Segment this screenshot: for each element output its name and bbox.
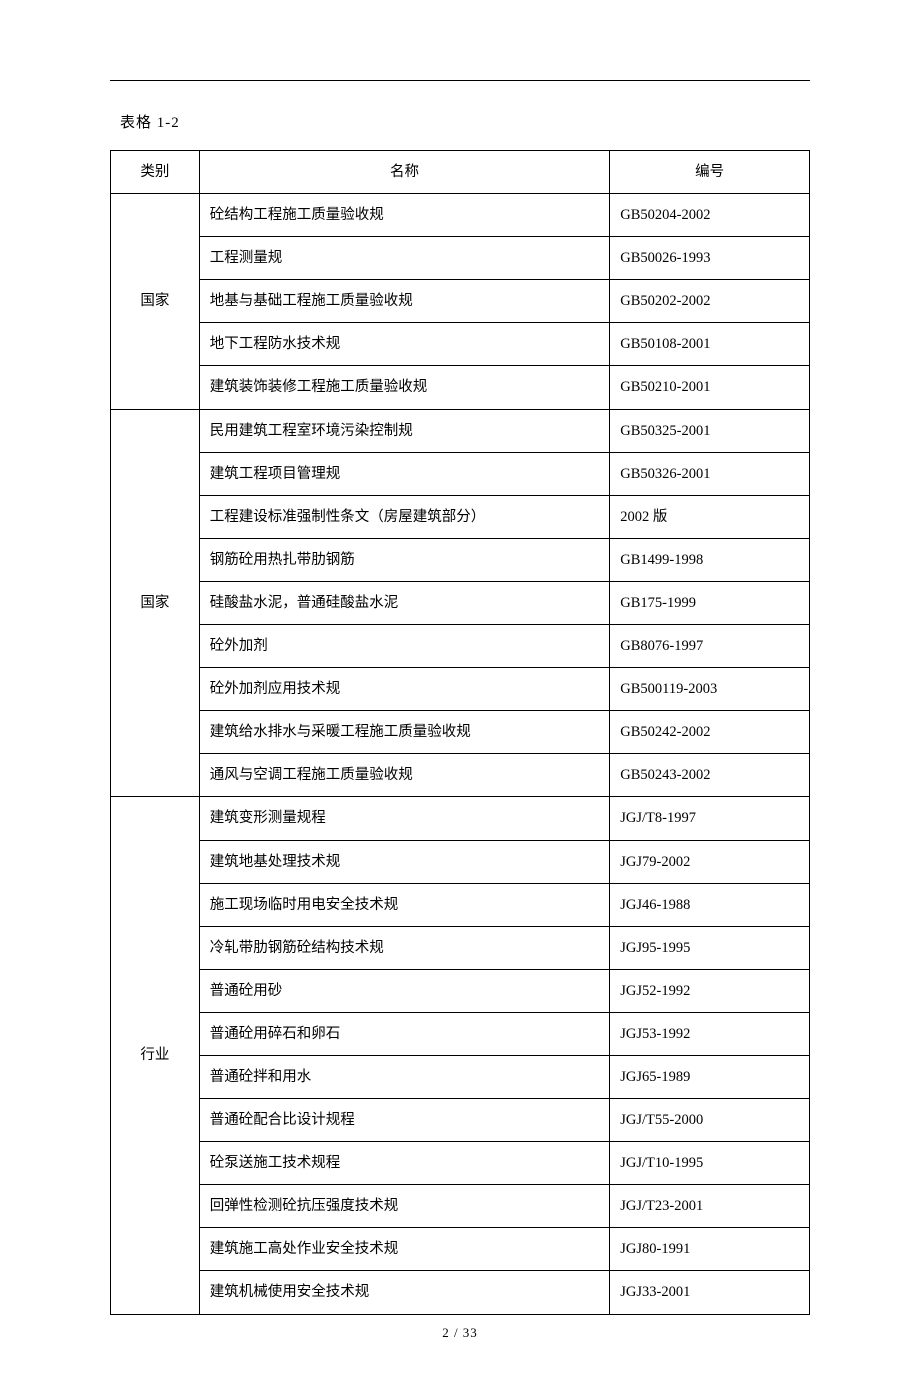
table-row: 普通砼拌和用水JGJ65-1989: [111, 1055, 810, 1098]
table-row: 国家砼结构工程施工质量验收规GB50204-2002: [111, 194, 810, 237]
category-cell: 国家: [111, 409, 200, 797]
table-row: 工程建设标准强制性条文（房屋建筑部分）2002 版: [111, 495, 810, 538]
name-cell: 钢筋砼用热扎带肋钢筋: [199, 538, 610, 581]
code-cell: JGJ65-1989: [610, 1055, 810, 1098]
table-row: 普通砼用砂JGJ52-1992: [111, 969, 810, 1012]
code-cell: GB175-1999: [610, 581, 810, 624]
table-row: 施工现场临时用电安全技术规JGJ46-1988: [111, 883, 810, 926]
table-caption: 表格 1-2: [120, 111, 810, 132]
table-row: 砼泵送施工技术规程JGJ/T10-1995: [111, 1142, 810, 1185]
name-cell: 建筑工程项目管理规: [199, 452, 610, 495]
code-cell: GB50202-2002: [610, 280, 810, 323]
table-row: 冷轧带肋钢筋砼结构技术规JGJ95-1995: [111, 926, 810, 969]
name-cell: 砼外加剂: [199, 625, 610, 668]
table-row: 建筑机械使用安全技术规JGJ33-2001: [111, 1271, 810, 1314]
name-cell: 普通砼用碎石和卵石: [199, 1012, 610, 1055]
code-cell: GB50026-1993: [610, 237, 810, 280]
name-cell: 砼外加剂应用技术规: [199, 668, 610, 711]
name-cell: 普通砼拌和用水: [199, 1055, 610, 1098]
table-row: 建筑地基处理技术规JGJ79-2002: [111, 840, 810, 883]
table-row: 国家民用建筑工程室环境污染控制规GB50325-2001: [111, 409, 810, 452]
code-cell: JGJ80-1991: [610, 1228, 810, 1271]
header-divider: [110, 80, 810, 81]
name-cell: 施工现场临时用电安全技术规: [199, 883, 610, 926]
table-row: 钢筋砼用热扎带肋钢筋GB1499-1998: [111, 538, 810, 581]
code-cell: GB50325-2001: [610, 409, 810, 452]
name-cell: 建筑地基处理技术规: [199, 840, 610, 883]
header-category: 类别: [111, 151, 200, 194]
code-cell: JGJ/T10-1995: [610, 1142, 810, 1185]
name-cell: 建筑变形测量规程: [199, 797, 610, 840]
table-row: 回弹性检测砼抗压强度技术规JGJ/T23-2001: [111, 1185, 810, 1228]
table-row: 普通砼用碎石和卵石JGJ53-1992: [111, 1012, 810, 1055]
standards-table: 类别 名称 编号 国家砼结构工程施工质量验收规GB50204-2002工程测量规…: [110, 150, 810, 1315]
code-cell: GB50243-2002: [610, 754, 810, 797]
name-cell: 建筑装饰装修工程施工质量验收规: [199, 366, 610, 409]
code-cell: 2002 版: [610, 495, 810, 538]
name-cell: 地基与基础工程施工质量验收规: [199, 280, 610, 323]
name-cell: 工程建设标准强制性条文（房屋建筑部分）: [199, 495, 610, 538]
name-cell: 普通砼用砂: [199, 969, 610, 1012]
name-cell: 回弹性检测砼抗压强度技术规: [199, 1185, 610, 1228]
name-cell: 硅酸盐水泥，普通硅酸盐水泥: [199, 581, 610, 624]
table-row: 建筑工程项目管理规GB50326-2001: [111, 452, 810, 495]
table-row: 砼外加剂GB8076-1997: [111, 625, 810, 668]
code-cell: GB50204-2002: [610, 194, 810, 237]
name-cell: 建筑施工高处作业安全技术规: [199, 1228, 610, 1271]
category-cell: 国家: [111, 194, 200, 409]
table-row: 通风与空调工程施工质量验收规GB50243-2002: [111, 754, 810, 797]
table-row: 建筑给水排水与采暖工程施工质量验收规GB50242-2002: [111, 711, 810, 754]
table-header-row: 类别 名称 编号: [111, 151, 810, 194]
code-cell: GB50326-2001: [610, 452, 810, 495]
code-cell: JGJ95-1995: [610, 926, 810, 969]
table-row: 建筑施工高处作业安全技术规JGJ80-1991: [111, 1228, 810, 1271]
category-cell: 行业: [111, 797, 200, 1314]
name-cell: 普通砼配合比设计规程: [199, 1099, 610, 1142]
table-row: 地基与基础工程施工质量验收规GB50202-2002: [111, 280, 810, 323]
code-cell: GB8076-1997: [610, 625, 810, 668]
table-row: 工程测量规GB50026-1993: [111, 237, 810, 280]
name-cell: 砼泵送施工技术规程: [199, 1142, 610, 1185]
code-cell: JGJ/T55-2000: [610, 1099, 810, 1142]
header-code: 编号: [610, 151, 810, 194]
code-cell: JGJ33-2001: [610, 1271, 810, 1314]
code-cell: JGJ52-1992: [610, 969, 810, 1012]
table-row: 地下工程防水技术规GB50108-2001: [111, 323, 810, 366]
table-row: 建筑装饰装修工程施工质量验收规GB50210-2001: [111, 366, 810, 409]
code-cell: JGJ53-1992: [610, 1012, 810, 1055]
code-cell: JGJ46-1988: [610, 883, 810, 926]
name-cell: 通风与空调工程施工质量验收规: [199, 754, 610, 797]
code-cell: JGJ/T8-1997: [610, 797, 810, 840]
table-row: 普通砼配合比设计规程JGJ/T55-2000: [111, 1099, 810, 1142]
name-cell: 建筑给水排水与采暖工程施工质量验收规: [199, 711, 610, 754]
name-cell: 工程测量规: [199, 237, 610, 280]
name-cell: 砼结构工程施工质量验收规: [199, 194, 610, 237]
name-cell: 民用建筑工程室环境污染控制规: [199, 409, 610, 452]
table-row: 行业建筑变形测量规程JGJ/T8-1997: [111, 797, 810, 840]
code-cell: GB500119-2003: [610, 668, 810, 711]
code-cell: JGJ79-2002: [610, 840, 810, 883]
table-row: 砼外加剂应用技术规GB500119-2003: [111, 668, 810, 711]
name-cell: 建筑机械使用安全技术规: [199, 1271, 610, 1314]
name-cell: 地下工程防水技术规: [199, 323, 610, 366]
table-row: 硅酸盐水泥，普通硅酸盐水泥GB175-1999: [111, 581, 810, 624]
code-cell: GB50210-2001: [610, 366, 810, 409]
code-cell: GB1499-1998: [610, 538, 810, 581]
page-footer: 2 / 33: [110, 1325, 810, 1341]
code-cell: GB50108-2001: [610, 323, 810, 366]
name-cell: 冷轧带肋钢筋砼结构技术规: [199, 926, 610, 969]
header-name: 名称: [199, 151, 610, 194]
code-cell: JGJ/T23-2001: [610, 1185, 810, 1228]
code-cell: GB50242-2002: [610, 711, 810, 754]
